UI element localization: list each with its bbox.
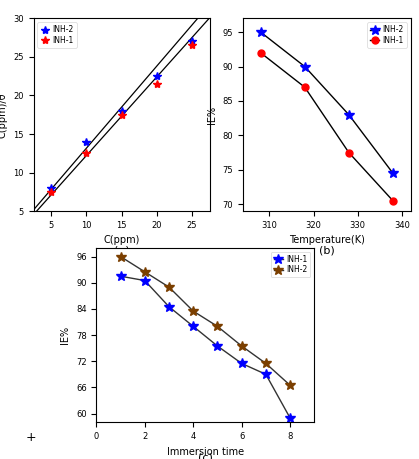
X-axis label: Temperature(K): Temperature(K) (289, 235, 365, 246)
INH-1 (166, 304, 171, 309)
INH-2 (166, 284, 171, 290)
INH-1 (84, 151, 89, 156)
INH-1 (142, 278, 147, 283)
INH-2 (287, 382, 292, 388)
Line: INH-1: INH-1 (257, 49, 396, 204)
Text: (b): (b) (319, 246, 335, 256)
INH-1 (263, 371, 268, 377)
INH-2 (119, 108, 124, 114)
INH-1 (154, 81, 159, 87)
Line: INH-2: INH-2 (116, 252, 295, 390)
INH-2 (263, 361, 268, 366)
INH-1 (191, 324, 196, 329)
Legend: INH-2, INH-1: INH-2, INH-1 (367, 22, 407, 48)
INH-1 (49, 189, 54, 195)
INH-1 (119, 112, 124, 118)
INH-1 (118, 274, 123, 279)
Legend: INH-2, INH-1: INH-2, INH-1 (37, 22, 77, 48)
INH-2 (118, 254, 123, 259)
INH-1 (189, 43, 194, 48)
INH-2 (191, 308, 196, 314)
INH-2 (84, 139, 89, 145)
INH-2 (215, 324, 220, 329)
INH-1 (347, 150, 352, 155)
Line: INH-2: INH-2 (47, 37, 196, 192)
INH-2 (189, 39, 194, 44)
INH-1 (302, 84, 307, 90)
INH-2 (258, 29, 263, 35)
Y-axis label: IE%: IE% (207, 106, 217, 124)
Y-axis label: C(ppm)/θ: C(ppm)/θ (0, 92, 8, 138)
INH-1 (258, 50, 263, 56)
INH-2 (154, 73, 159, 79)
Line: INH-2: INH-2 (256, 27, 398, 178)
INH-2 (347, 112, 352, 118)
INH-1 (239, 361, 244, 366)
Line: INH-1: INH-1 (116, 271, 295, 423)
INH-2 (142, 269, 147, 274)
X-axis label: C(ppm): C(ppm) (103, 235, 140, 246)
INH-1 (287, 415, 292, 420)
Text: (a): (a) (114, 246, 129, 256)
INH-2 (391, 170, 396, 176)
Legend: INH-1, INH-2: INH-1, INH-2 (271, 252, 310, 277)
Text: (c): (c) (198, 453, 213, 459)
INH-1 (391, 198, 396, 203)
X-axis label: Immersion time: Immersion time (167, 447, 244, 457)
INH-2 (302, 64, 307, 69)
Line: INH-1: INH-1 (47, 41, 196, 196)
INH-2 (239, 343, 244, 349)
Text: +: + (25, 431, 36, 444)
INH-1 (215, 343, 220, 349)
Y-axis label: IE%: IE% (60, 326, 70, 344)
INH-2 (49, 185, 54, 191)
